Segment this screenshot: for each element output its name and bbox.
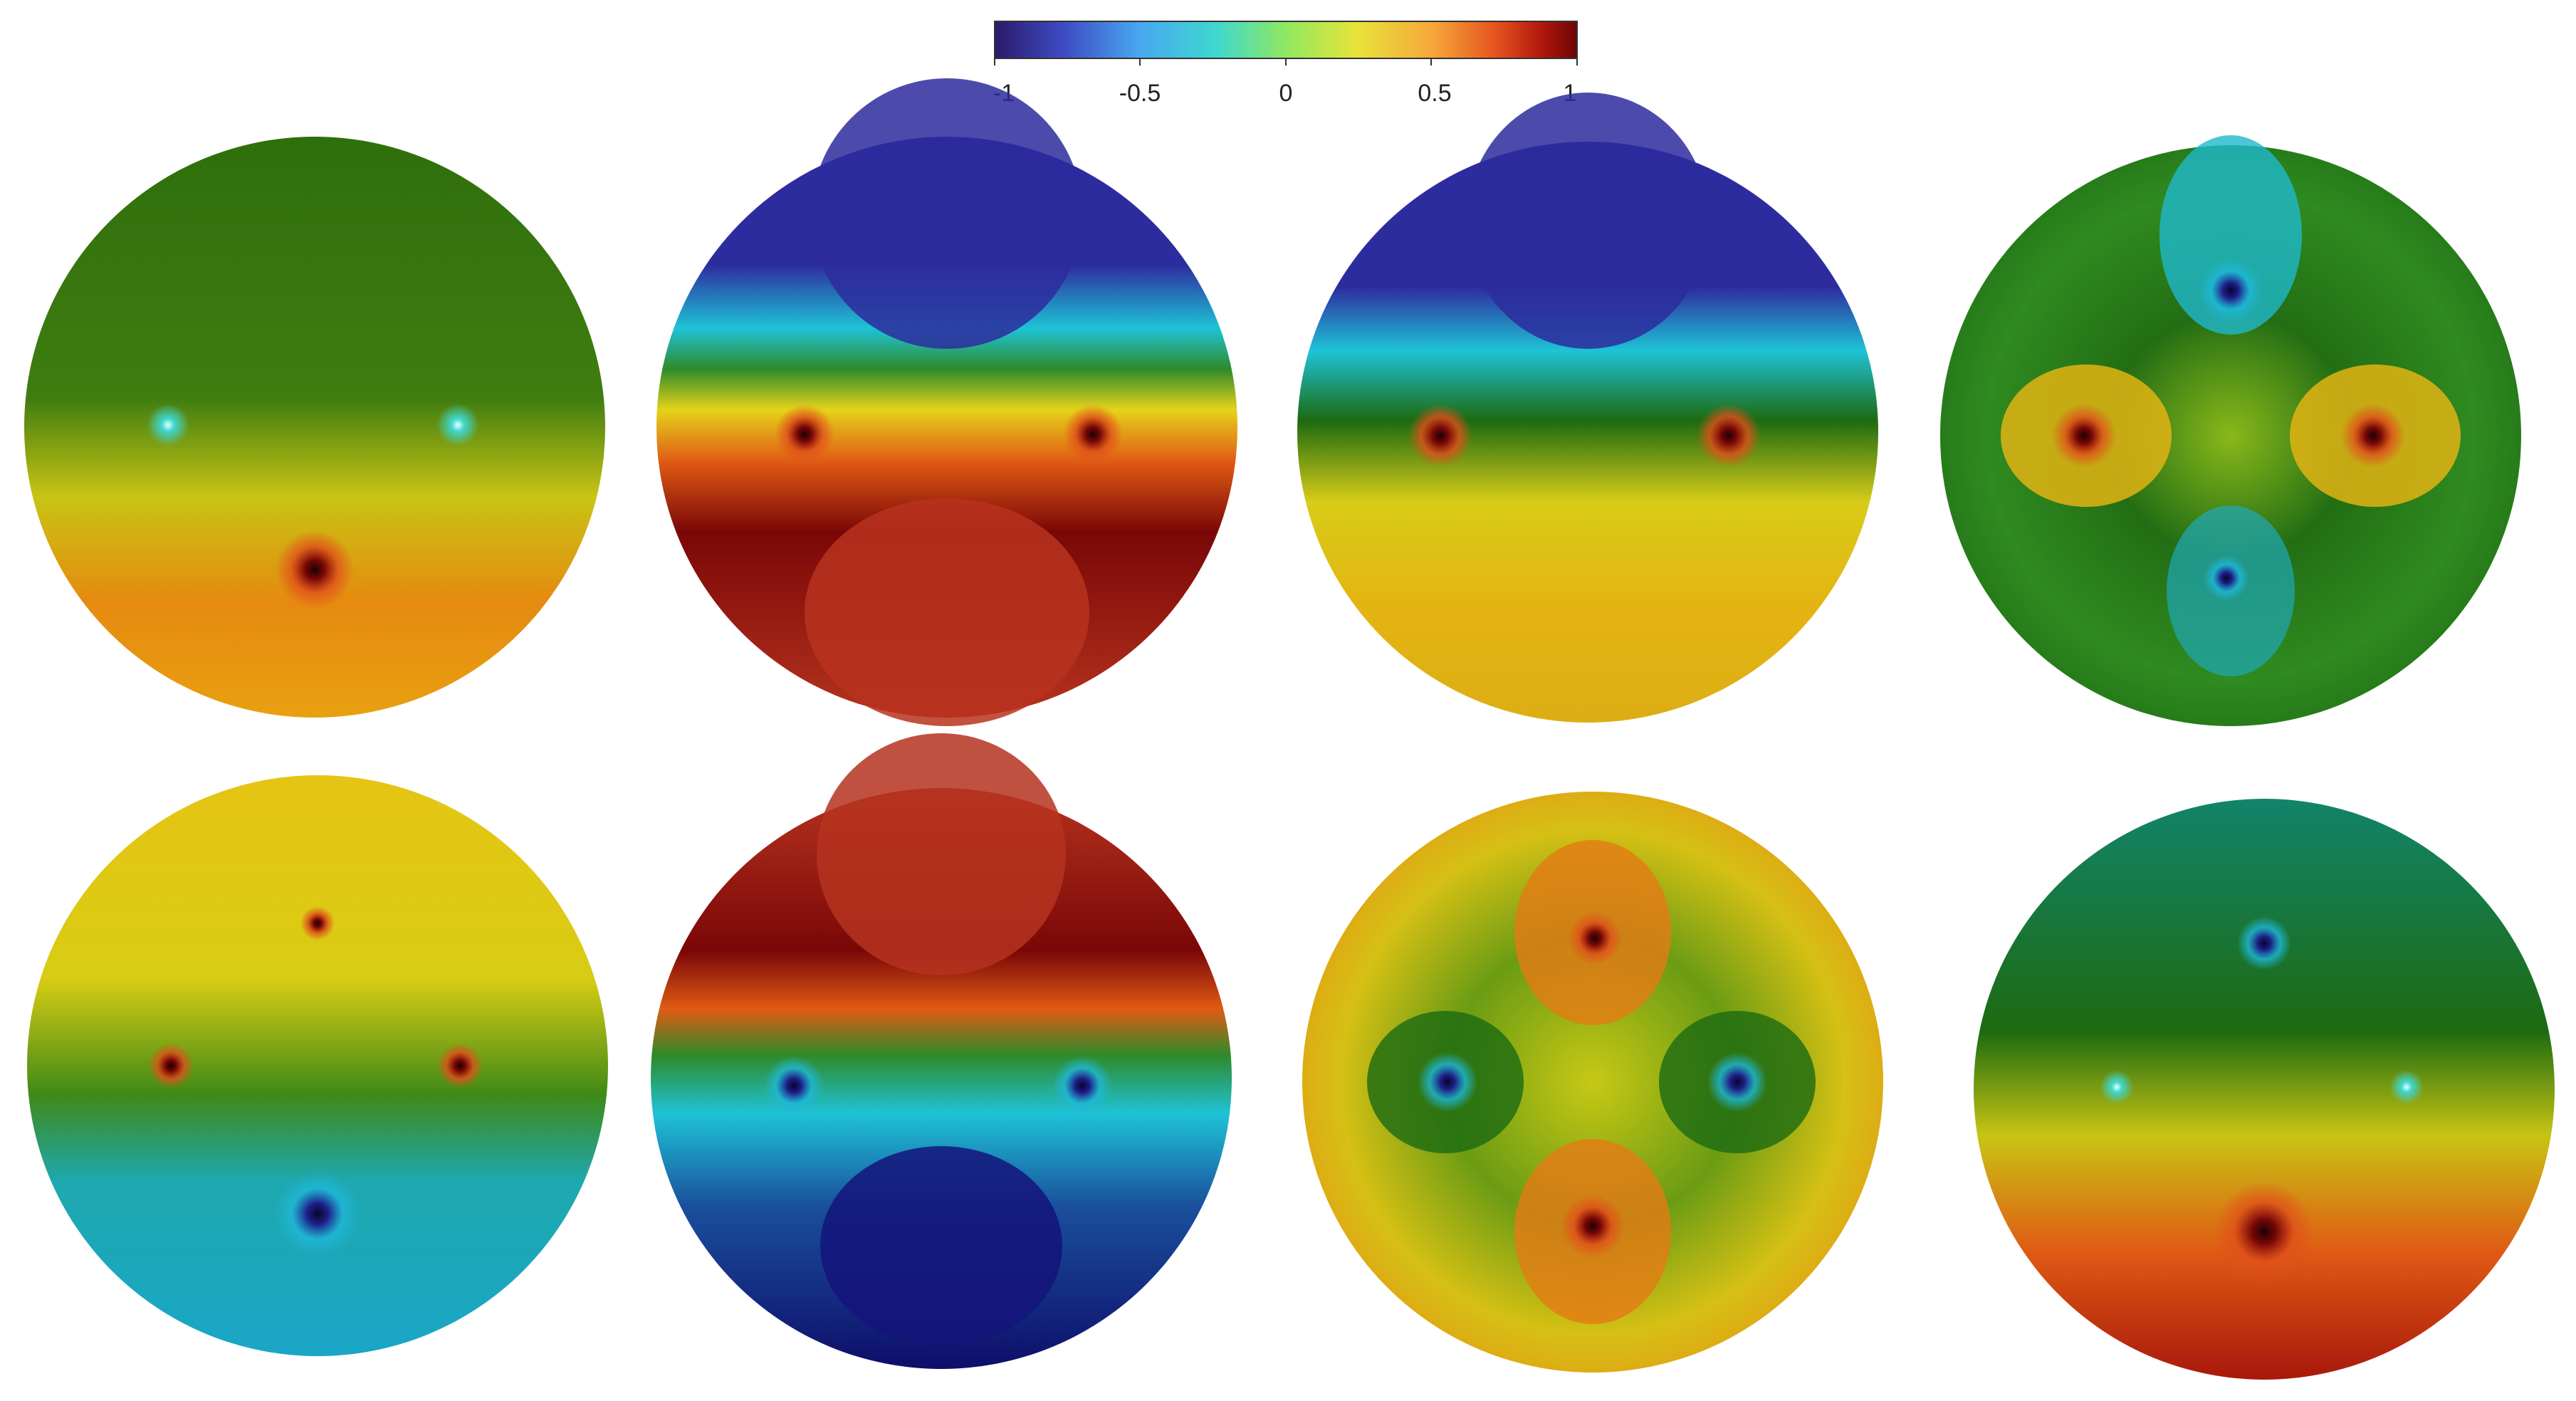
hotspot-marker	[300, 906, 335, 940]
hotspot-marker	[1418, 1052, 1477, 1112]
colorbar-bar	[994, 21, 1578, 59]
hotspot-marker	[2214, 1182, 2314, 1281]
hotspot-marker	[276, 530, 354, 609]
hotspot-marker	[2100, 1070, 2134, 1104]
colorbar: -1 -0.5 0 0.5 1	[993, 21, 1578, 107]
colorbar-tick-label: 0.5	[1418, 80, 1451, 107]
panel-row1-col1	[24, 137, 605, 718]
panel-row1-col4	[1940, 135, 2521, 726]
hotspot-marker	[1707, 1052, 1767, 1112]
hotspot-marker	[436, 404, 479, 446]
hotspot-marker	[2341, 404, 2405, 468]
hotspot-marker	[2389, 1070, 2424, 1104]
colorbar-tick-label: 0	[1279, 80, 1293, 107]
hotspot-marker	[1697, 404, 1761, 468]
panel-row1-col3	[1297, 93, 1878, 723]
hotspot-marker	[1052, 1056, 1112, 1116]
hotspot-marker	[147, 404, 189, 446]
hotspot-marker	[2199, 258, 2263, 322]
hotspot-marker	[275, 1171, 360, 1256]
hotspot-marker	[1568, 911, 1622, 965]
hotspot-marker	[764, 1056, 824, 1116]
colorbar-tick-label: -0.5	[1119, 80, 1161, 107]
panel-row2-col4	[1974, 799, 2555, 1380]
hotspot-marker	[775, 404, 834, 464]
hotspot-marker	[2204, 555, 2249, 601]
panel-row2-col2	[651, 733, 1232, 1369]
hotspot-marker	[2237, 916, 2291, 970]
hotspot-marker	[1561, 1194, 1625, 1258]
panel-row1-col2	[656, 78, 1237, 726]
hotspot-marker	[148, 1043, 194, 1088]
panel-row2-col3	[1302, 792, 1883, 1373]
hotspot-marker	[437, 1043, 483, 1088]
hotspot-marker	[1408, 404, 1472, 468]
hotspot-marker	[2052, 404, 2116, 468]
hotspot-marker	[1063, 404, 1123, 464]
panel-row2-col1	[27, 775, 608, 1356]
